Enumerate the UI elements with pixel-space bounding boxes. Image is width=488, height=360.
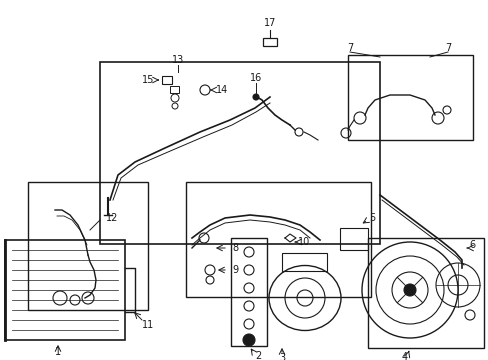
Text: 8: 8	[231, 243, 238, 253]
Text: 6: 6	[468, 240, 474, 250]
Text: 7: 7	[346, 43, 352, 53]
Text: 11: 11	[142, 320, 154, 330]
Text: 7: 7	[444, 43, 450, 53]
Text: 2: 2	[254, 351, 261, 360]
Text: 4: 4	[401, 352, 407, 360]
Bar	[170, 86, 179, 93]
Bar	[162, 76, 172, 84]
Text: 15: 15	[142, 75, 154, 85]
Text: 12: 12	[105, 213, 118, 223]
Text: 14: 14	[215, 85, 228, 95]
Bar	[263, 38, 276, 46]
Text: 5: 5	[368, 213, 374, 223]
Bar	[339, 228, 367, 250]
Bar	[282, 253, 326, 271]
Text: 17: 17	[263, 18, 276, 28]
Bar	[100, 62, 379, 244]
Bar	[347, 55, 472, 140]
Bar	[230, 238, 266, 346]
Text: 3: 3	[278, 353, 285, 360]
Bar	[185, 182, 370, 297]
Bar	[367, 238, 483, 348]
Text: 10: 10	[297, 237, 309, 247]
Text: 1: 1	[55, 347, 61, 357]
Bar	[28, 182, 148, 310]
Circle shape	[252, 94, 259, 100]
Text: 16: 16	[249, 73, 262, 83]
Circle shape	[403, 284, 415, 296]
Circle shape	[243, 334, 254, 346]
Text: 13: 13	[171, 55, 184, 65]
Bar	[5, 240, 125, 340]
Text: 9: 9	[231, 265, 238, 275]
